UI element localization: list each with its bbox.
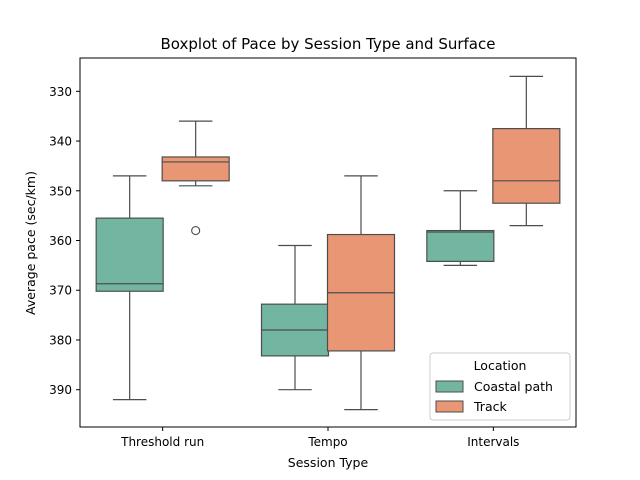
x-tick-label: Tempo [307, 435, 347, 449]
legend-swatch [435, 400, 464, 413]
y-tick-label: 350 [49, 184, 72, 198]
box-body [161, 156, 230, 182]
plot-area [79, 57, 577, 428]
box-track-1 [326, 175, 396, 411]
x-axis: Threshold run Tempo Intervals [120, 427, 519, 449]
legend-swatch [435, 380, 464, 393]
outlier-point [191, 226, 201, 236]
y-axis-label: Average pace (sec/km) [23, 171, 38, 315]
y-tick-label: 330 [49, 85, 72, 99]
y-axis: 330 340 350 360 370 380 390 [49, 85, 80, 397]
legend-frame [429, 352, 571, 421]
y-tick-label: 340 [49, 135, 72, 149]
legend-title: Location [474, 358, 527, 373]
y-tick-label: 370 [49, 284, 72, 298]
box-coastal-path-2 [426, 190, 495, 266]
legend-label: Track [473, 399, 507, 414]
box-track-0 [161, 120, 230, 236]
y-tick-label: 390 [49, 383, 72, 397]
box-body [426, 229, 495, 262]
y-tick-label: 360 [49, 234, 72, 248]
box-coastal-path-1 [260, 244, 330, 391]
legend-label: Coastal path [474, 379, 553, 394]
box-track-2 [492, 75, 561, 227]
chart-title: Boxplot of Pace by Session Type and Surf… [161, 35, 496, 53]
y-tick-label: 380 [49, 333, 72, 347]
x-tick-label: Threshold run [120, 435, 204, 449]
box-body [95, 217, 164, 292]
box-coastal-path-0 [95, 175, 164, 401]
box-body [492, 128, 561, 204]
x-tick-label: Intervals [467, 435, 519, 449]
x-axis-label: Session Type [288, 455, 369, 470]
legend: Location Coastal path Track [429, 352, 571, 421]
